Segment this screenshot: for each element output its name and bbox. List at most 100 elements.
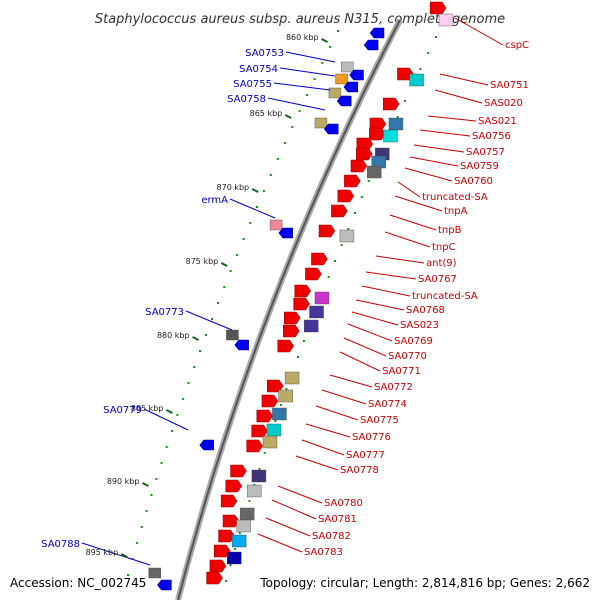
gene-label-sa0774: SA0774: [368, 399, 407, 410]
gene-label-cspc: cspC: [505, 40, 529, 51]
kbp-ticks: 860 kbp 865 kbp 870 kbp 875 kbp 880 kbp 885 k…: [86, 33, 329, 558]
leader-line: [229, 198, 276, 219]
forward-gene-arrow: [350, 159, 368, 173]
forward-gene-arrow: [256, 409, 274, 423]
gene-box: [236, 519, 251, 533]
track-dot: [229, 564, 232, 566]
track-dot: [353, 212, 356, 214]
leader-line: [375, 255, 425, 264]
gene-label-tnpa: tnpA: [444, 206, 468, 217]
track-dot: [136, 542, 139, 544]
tick-mark: [284, 114, 292, 119]
forward-gene-arrow: [220, 494, 238, 508]
leader-line: [389, 214, 437, 231]
gene-label-ant-9-: ant(9): [426, 258, 457, 269]
genome-backbone: [175, 18, 403, 600]
track-dot: [150, 494, 153, 496]
track-dot: [291, 126, 294, 128]
gene-box: [328, 87, 342, 99]
track-dot: [229, 270, 232, 272]
track-dot: [274, 420, 277, 422]
gene-label-sa0779: SA0779: [103, 405, 142, 416]
track-dot: [329, 46, 332, 48]
leader-line: [365, 271, 417, 280]
gene-label-sa0777: SA0777: [346, 450, 385, 461]
gene-box: [272, 407, 287, 421]
track-dot: [165, 446, 168, 448]
gene-labels: SA0753 SA0754 SA0755 SA0758 ermA SA0773 SA0779…: [41, 40, 529, 558]
track-dot: [360, 196, 363, 198]
tick-label: 890 kbp: [107, 477, 140, 486]
leader-line: [397, 181, 421, 198]
track-dot: [276, 158, 279, 160]
label-leader-lines: [81, 17, 504, 566]
track-dot: [193, 366, 196, 368]
leader-line: [273, 82, 331, 91]
gene-label-erma: ermA: [201, 195, 228, 206]
leader-line: [339, 351, 381, 372]
leader-line: [277, 485, 323, 504]
tick-label: 860 kbp: [286, 33, 319, 42]
track-dot: [176, 414, 179, 416]
track-dot: [225, 580, 228, 582]
forward-gene-arrow: [266, 379, 284, 393]
track-dot: [242, 238, 245, 240]
leader-line: [347, 323, 393, 342]
gene-features: [148, 1, 454, 591]
forward-gene-arrow: [206, 571, 223, 585]
forward-gene-arrow: [230, 464, 247, 478]
gene-label-sa0776: SA0776: [352, 432, 391, 443]
forward-gene-arrow: [294, 284, 311, 298]
tick-mark: [321, 38, 329, 43]
reverse-gene-arrow: [199, 439, 214, 451]
gene-label-sa0770: SA0770: [388, 351, 427, 362]
gene-label-sa0772: SA0772: [374, 382, 413, 393]
gene-label-sa0751: SA0751: [490, 80, 529, 91]
track-dot: [306, 94, 309, 96]
gene-box: [309, 305, 324, 319]
leader-line: [427, 115, 477, 122]
track-dot: [248, 500, 251, 502]
tick-label: 875 kbp: [186, 257, 219, 266]
track-dot: [255, 206, 258, 208]
gene-label-sa0754: SA0754: [239, 64, 278, 75]
forward-gene-arrow: [225, 479, 243, 493]
forward-gene-arrow: [344, 174, 361, 188]
track-dot: [236, 254, 239, 256]
tick-mark: [165, 409, 173, 414]
leader-line: [143, 408, 189, 431]
gene-box: [284, 371, 300, 385]
gene-box: [148, 567, 161, 579]
tick-label: 885 kbp: [131, 404, 164, 413]
gene-label-sa0781: SA0781: [318, 514, 357, 525]
forward-gene-arrow: [429, 1, 447, 15]
reverse-gene-arrow: [278, 227, 293, 239]
leader-line: [329, 374, 373, 388]
forward-gene-arrow: [277, 339, 294, 353]
reverse-gene-arrow: [369, 27, 385, 39]
leader-line: [257, 533, 303, 553]
gene-box: [303, 319, 319, 333]
gene-label-sa0788: SA0788: [41, 539, 80, 550]
leader-line: [305, 423, 351, 438]
gene-label-sa0783: SA0783: [304, 547, 343, 558]
track-dot: [340, 244, 343, 246]
reverse-gene-arrow: [157, 579, 172, 591]
leader-line: [285, 51, 336, 63]
gene-label-sa0757: SA0757: [466, 147, 505, 158]
track-dot: [367, 180, 370, 182]
leader-line: [361, 285, 411, 297]
forward-gene-arrow: [305, 267, 322, 281]
leader-line: [265, 517, 311, 537]
leader-line: [185, 310, 233, 331]
gene-label-tnpb: tnpB: [438, 225, 462, 236]
track-dot: [258, 468, 261, 470]
tick-label: 865 kbp: [250, 109, 283, 118]
track-dot: [404, 100, 407, 102]
forward-gene-arrow: [356, 147, 373, 161]
forward-gene-arrow: [283, 324, 300, 338]
track-dot: [160, 462, 163, 464]
gene-box: [314, 291, 330, 305]
gene-label-sas020: SAS020: [484, 98, 523, 109]
forward-gene-arrow: [261, 394, 279, 408]
